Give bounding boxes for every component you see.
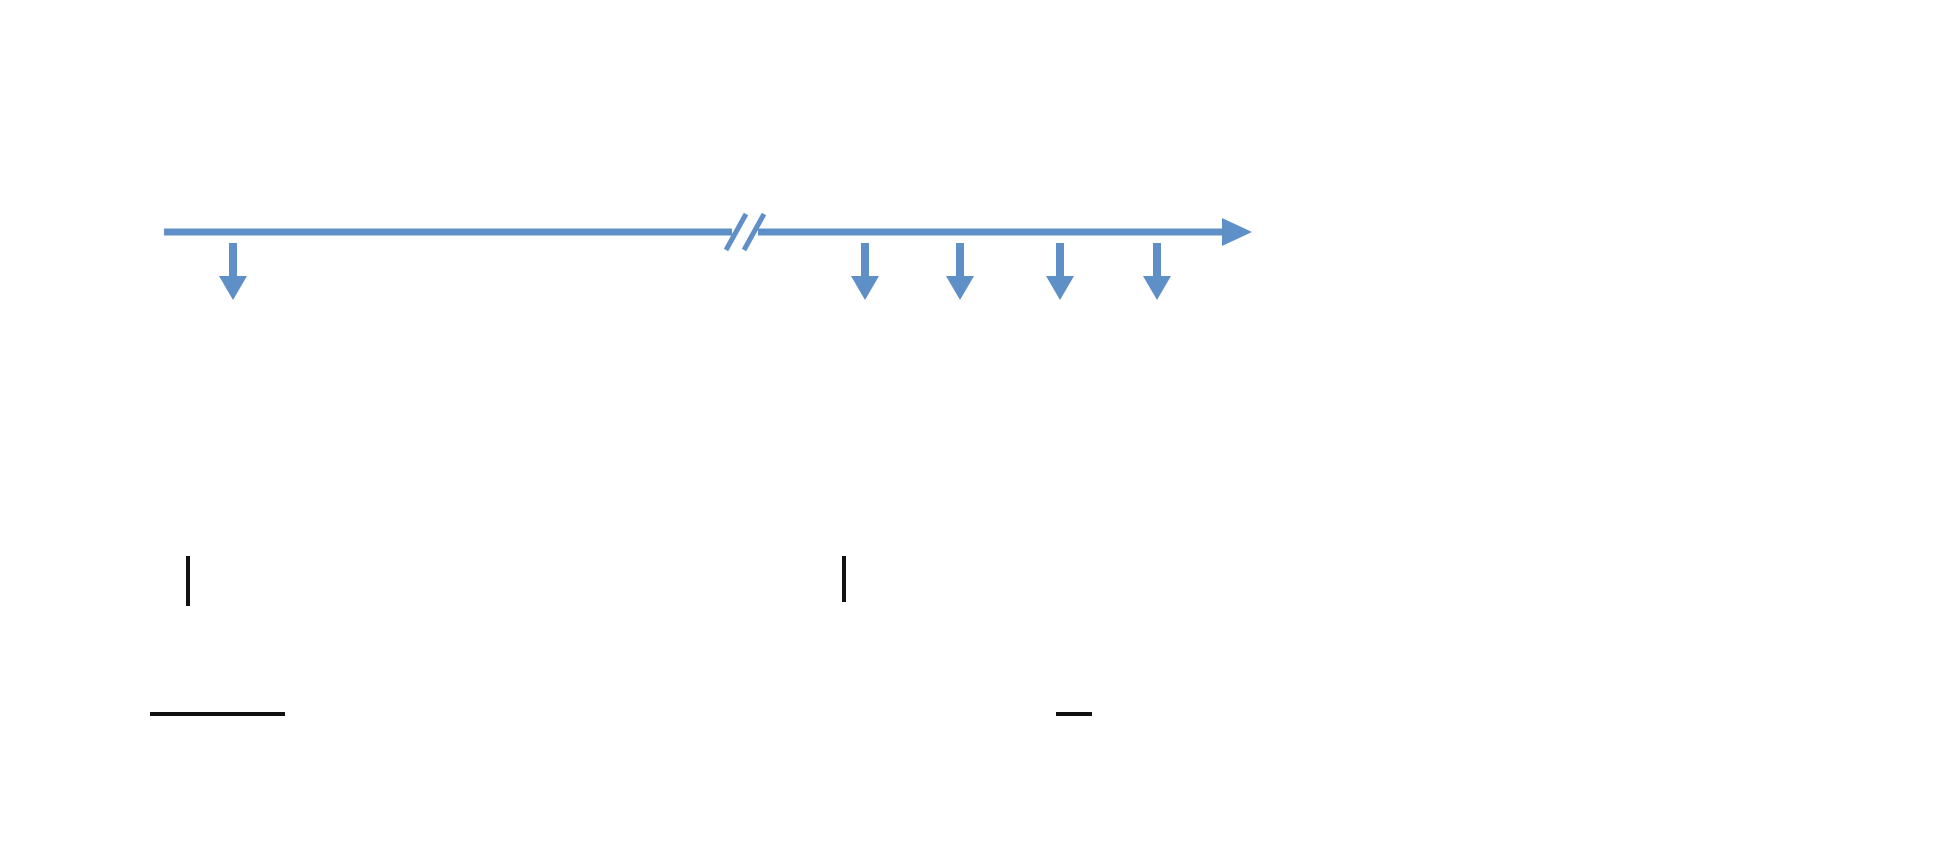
wt-infection-trace: [272, 238, 787, 523]
ipgd-infection-trace: [275, 498, 805, 694]
histamine-arrow-icon: [1143, 243, 1171, 300]
left-time-scalebar: [150, 712, 285, 716]
histamine-arrow-icon: [1046, 243, 1074, 300]
timeline-axis-arrow-icon: [164, 212, 1252, 252]
histamine-arrow-icon: [946, 243, 974, 300]
infection-arrow-icon: [219, 243, 247, 300]
histamine-arrow-icon: [851, 243, 879, 300]
right-time-scalebar: [1056, 712, 1092, 716]
left-fluorescence-scalebar: [186, 556, 190, 606]
right-fluorescence-scalebar: [842, 556, 846, 602]
response-scatter-svg: [1420, 168, 1932, 816]
